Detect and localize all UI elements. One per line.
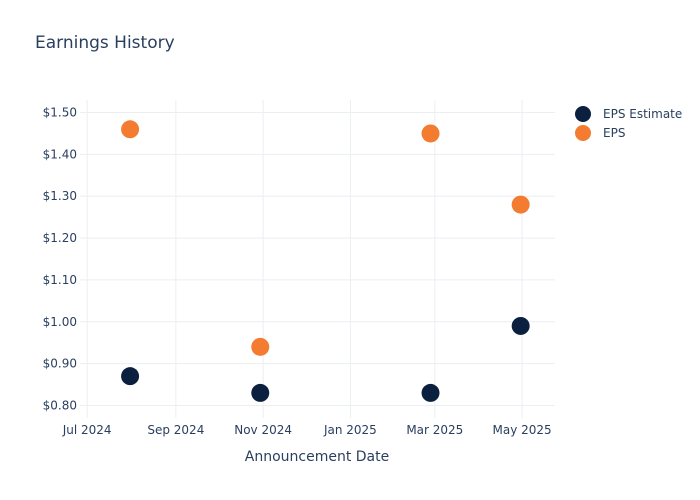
data-point-eps[interactable] — [121, 120, 140, 139]
data-point-eps[interactable] — [421, 124, 440, 143]
y-tick-label: $1.30 — [43, 189, 77, 203]
legend-label: EPS — [603, 126, 626, 140]
x-tick-label: Nov 2024 — [234, 423, 292, 437]
data-point-eps[interactable] — [251, 337, 270, 356]
x-axis-ticks: Jul 2024 Sep 2024 Nov 2024 Jan 2025 Mar 2025… — [62, 423, 552, 437]
y-tick-label: $1.40 — [43, 147, 77, 161]
legend-marker-icon — [575, 106, 591, 122]
data-point-eps-estimate[interactable] — [421, 383, 440, 402]
y-axis-ticks: $0.80 $0.90 $1.00 $1.10 $1.20 $1.30 $1.40 $1.50 — [43, 106, 77, 413]
y-tick-label: $0.90 — [43, 357, 77, 371]
grid-lines — [80, 100, 555, 418]
y-tick-label: $0.80 — [43, 398, 77, 412]
y-tick-label: $1.00 — [43, 315, 77, 329]
legend-item-eps[interactable]: EPS — [575, 125, 625, 141]
x-tick-label: May 2025 — [493, 423, 552, 437]
x-tick-label: Mar 2025 — [406, 423, 463, 437]
legend-item-eps-estimate[interactable]: EPS Estimate — [575, 106, 682, 122]
legend-marker-icon — [575, 125, 591, 141]
legend-label: EPS Estimate — [603, 107, 683, 121]
data-point-eps-estimate[interactable] — [121, 367, 140, 386]
x-tick-label: Jul 2024 — [62, 423, 112, 437]
y-tick-label: $1.20 — [43, 231, 77, 245]
data-point-eps[interactable] — [511, 195, 530, 214]
data-points — [121, 120, 530, 402]
y-tick-label: $1.10 — [43, 273, 77, 287]
x-axis-label: Announcement Date — [245, 449, 389, 465]
chart-title: Earnings History — [35, 33, 175, 53]
x-tick-label: Jan 2025 — [323, 423, 377, 437]
data-point-eps-estimate[interactable] — [511, 316, 530, 335]
y-tick-label: $1.50 — [43, 106, 77, 120]
x-tick-label: Sep 2024 — [147, 423, 204, 437]
data-point-eps-estimate[interactable] — [251, 383, 270, 402]
